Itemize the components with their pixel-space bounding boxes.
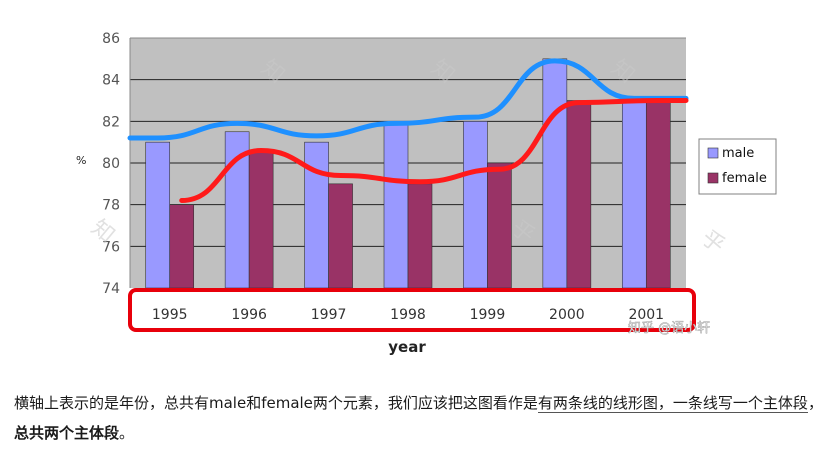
bar-female (645, 100, 671, 289)
x-tick-label: 2000 (549, 307, 585, 323)
x-tick-labels: 1995 1996 1997 1998 1999 2000 2001 (152, 307, 664, 323)
bar-male (145, 141, 171, 289)
caption-underlined-text: 有两条线的线形图，一条线写一个主体段 (537, 394, 808, 413)
bar-female (566, 100, 592, 289)
bar-male (383, 121, 409, 289)
bars (145, 58, 671, 289)
legend-label-female: female (722, 171, 767, 186)
y-tick-label: 80 (102, 156, 120, 172)
bar-female (407, 183, 433, 289)
watermark-badge: 知乎 @语小轩 (628, 320, 710, 336)
overlay-lines (127, 58, 689, 203)
overlay-line-male (127, 58, 689, 141)
overlay-line-female (179, 98, 689, 203)
bar-female (169, 204, 195, 289)
legend-swatch-female (707, 172, 719, 184)
bar-male (621, 100, 647, 289)
x-tick-label: 1997 (311, 307, 347, 323)
chart: 86 84 82 80 78 76 74 1995 1996 1997 1998 1999 2000 2… (76, 31, 777, 356)
caption: 横轴上表示的是年份，总共有male和female两个元素，我们应该把这图看作是有… (14, 388, 826, 448)
x-tick-label: 1998 (390, 307, 426, 323)
x-tick-label: 1995 (152, 307, 188, 323)
highlight-box (128, 288, 696, 332)
y-tick-label: 76 (102, 239, 120, 255)
caption-text: 横轴上表示的是年份，总共有male和female两个元素，我们应该把这图看作是 (14, 394, 538, 412)
bar-female (248, 152, 274, 289)
legend-label-male: male (722, 146, 754, 161)
y-tick-label: 82 (102, 114, 120, 130)
x-tick-label: 1999 (470, 307, 506, 323)
y-tick-label: 84 (102, 73, 120, 89)
y-tick-label: 86 (102, 31, 120, 47)
y-tick-labels: 86 84 82 80 78 76 74 (102, 31, 120, 297)
bar-male (304, 141, 329, 289)
caption-bold-text: 总共两个主体段 (14, 424, 120, 442)
bar-female (487, 162, 512, 289)
bar-male (542, 58, 568, 289)
bar-female (328, 183, 353, 289)
legend: male female (698, 138, 777, 195)
caption-text: ， (807, 394, 823, 412)
bar-male (463, 121, 488, 289)
x-tick-label: 1996 (231, 307, 267, 323)
y-tick-label: 74 (102, 281, 120, 297)
caption-text: 。 (119, 424, 135, 442)
y-axis-label: % (76, 154, 86, 167)
legend-swatch-male (707, 147, 719, 159)
x-axis-label: year (388, 338, 426, 356)
y-tick-label: 78 (102, 198, 120, 214)
watermark-glyph: 乎 (696, 225, 729, 258)
x-tick-label: 2001 (628, 307, 664, 323)
